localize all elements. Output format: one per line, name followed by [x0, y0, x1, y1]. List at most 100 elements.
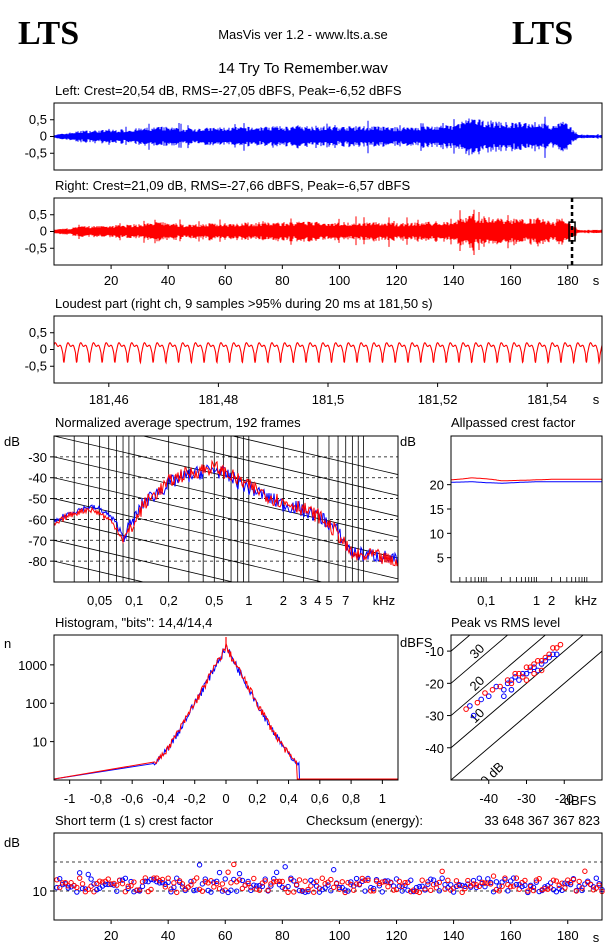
short-term-crest-point-right [482, 880, 488, 886]
peak-vs-rms-point-left [501, 693, 507, 700]
short-term-crest-point-left [439, 875, 445, 881]
short-term-crest-point-right [162, 884, 169, 890]
short-term-crest-xtick-label: 160 [500, 928, 522, 943]
peak-vs-rms-point-left [550, 651, 556, 658]
short-term-crest-point-left [416, 883, 423, 890]
short-term-crest-point-left [65, 885, 71, 891]
average-spectrum-slope-line [54, 645, 398, 725]
short-term-crest-point-left [268, 883, 274, 889]
short-term-crest-point-left [390, 883, 397, 889]
left-waveform-ytick-label: -0,5 [25, 145, 47, 160]
short-term-crest-point-right [476, 883, 482, 890]
loudest-part-xunit: s [593, 392, 600, 407]
short-term-crest-point-left [191, 887, 197, 894]
peak-vs-rms-point-left [485, 693, 492, 700]
short-term-crest-point-left [513, 881, 520, 888]
peak-vs-rms-point-right [463, 706, 469, 712]
short-term-crest-point-right [68, 880, 74, 886]
peak-vs-rms-point-left [470, 712, 477, 719]
peak-vs-rms-point-right [474, 699, 481, 706]
short-term-crest-point-right [154, 875, 160, 881]
short-term-crest-point-right [365, 877, 371, 883]
short-term-crest-point-right [570, 876, 577, 883]
short-term-crest-point-right [370, 888, 377, 894]
loudest-part-ytick-label: 0 [40, 342, 47, 357]
short-term-crest-point-right [108, 881, 114, 887]
short-term-crest-point-left [228, 887, 234, 893]
short-term-crest-point-left [222, 876, 228, 882]
average-spectrum-ytick-label: -40 [28, 471, 47, 486]
short-term-crest-plot: 10 20 40 60 80 100 120 140 160 180 [33, 861, 605, 943]
short-term-crest-point-left [510, 875, 517, 881]
histogram-series-left [54, 644, 398, 780]
short-term-crest-point-right [211, 884, 217, 890]
short-term-crest-point-right [553, 878, 560, 884]
average-spectrum-slope-line [54, 707, 398, 787]
short-term-crest-point-right [562, 885, 568, 891]
short-term-crest-point-left [507, 878, 514, 884]
peak-vs-rms-point-right [538, 667, 545, 674]
short-term-crest-point-right [376, 880, 383, 887]
short-term-crest-point-left [302, 889, 308, 895]
short-term-crest-point-left [282, 864, 288, 870]
loudest-part-xtick-label: 181,48 [199, 392, 239, 407]
histogram-xtick-label: 0 [222, 791, 229, 806]
short-term-crest-point-left [125, 885, 131, 891]
short-term-crest-point-left [154, 878, 160, 885]
average-spectrum-slope-line [54, 519, 324, 582]
short-term-crest-point-right [82, 888, 89, 895]
short-term-crest-point-right [545, 886, 551, 892]
file-title: 14 Try To Remember.wav [218, 60, 388, 77]
average-spectrum-ytick-label: -80 [28, 554, 47, 569]
short-term-crest-point-right [305, 886, 311, 893]
short-term-crest-point-right [79, 881, 86, 887]
short-term-crest-point-left [459, 882, 465, 889]
short-term-crest-point-left [482, 883, 488, 890]
short-term-crest-point-right [539, 887, 545, 893]
histogram-xtick-label: 0,6 [311, 791, 329, 806]
peak-vs-rms-xtick-label: -20 [555, 791, 574, 806]
short-term-crest-point-left [425, 881, 431, 887]
short-term-crest-point-left [253, 883, 260, 889]
peak-vs-rms-point-right [519, 674, 526, 680]
short-term-crest-point-right [316, 885, 323, 891]
short-term-crest-point-right [231, 861, 237, 868]
histogram-xtick-label: 0,8 [342, 791, 360, 806]
average-spectrum-slope-line [54, 624, 398, 704]
short-term-crest-point-left [94, 887, 100, 893]
short-term-crest-point-right [328, 876, 334, 883]
short-term-crest-point-right [288, 876, 294, 883]
peak-vs-rms-point-right [489, 686, 496, 693]
short-term-crest-point-right [194, 875, 200, 881]
loudest-part-signal [53, 341, 603, 365]
peak-rms-xunit: dBFS [564, 793, 597, 808]
histogram-xtick-label: 0,2 [248, 791, 266, 806]
allpassed-crest-xtick-label: 2 [548, 593, 555, 608]
average-spectrum-series-right [54, 459, 398, 567]
short-term-crest-point-right [593, 885, 599, 891]
short-term-crest-point-left [111, 882, 117, 888]
short-term-crest-point-right [413, 888, 420, 894]
average-spectrum-plot: -30 -40 -50 -60 -70 -80 0,05 0,1 0,2 0,5 1 2 3 4 5 7 [28, 436, 398, 787]
short-term-crest-point-right [462, 885, 468, 892]
peak-vs-rms-frame [450, 634, 603, 781]
short-term-crest-point-left [57, 875, 63, 882]
short-term-crest-point-left [296, 887, 303, 894]
short-term-crest-point-right [470, 881, 477, 887]
short-term-crest-point-right [293, 881, 300, 888]
short-term-crest-point-right [550, 877, 557, 883]
short-term-crest-point-left [74, 889, 80, 895]
short-term-crest-point-left [502, 877, 508, 883]
peak-vs-rms-point-right [523, 677, 530, 683]
short-term-crest-point-left [114, 888, 120, 894]
short-term-crest-point-left [331, 867, 337, 873]
app-title: MasVis ver 1.2 - www.lts.a.se [218, 27, 388, 42]
peak-rms-ylabel: dBFS [400, 635, 433, 650]
right-waveform-xtick-label: 20 [104, 273, 118, 288]
peak-vs-rms-point-left [508, 686, 515, 693]
peak-vs-rms-point-left [467, 703, 473, 709]
short-term-crest-point-right [382, 878, 388, 885]
average-spectrum-slope-line [54, 665, 398, 745]
